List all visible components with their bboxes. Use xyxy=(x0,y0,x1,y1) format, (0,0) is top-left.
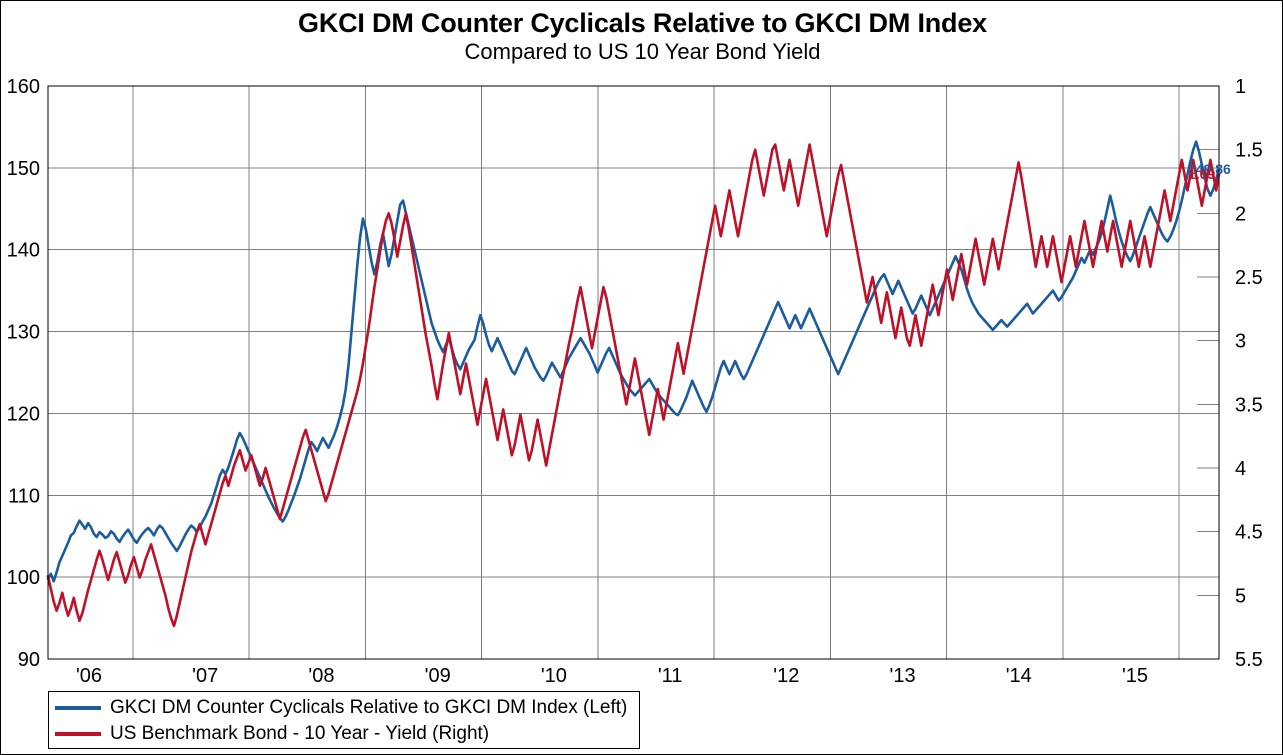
right-axis-tick-label: 5 xyxy=(1235,585,1246,607)
x-axis-tick-label: '11 xyxy=(658,665,683,687)
right-axis-tick-label: 4 xyxy=(1235,458,1246,480)
plot-border xyxy=(47,85,1220,660)
left-axis-tick-label: 120 xyxy=(7,403,40,425)
x-axis-labels: '06 '07 '08 '09 '10 '11 '12 '13 '14 '15 xyxy=(76,665,1148,687)
right-axis-tick-label: 4.5 xyxy=(1235,522,1263,544)
left-axis-tick-label: 160 xyxy=(7,76,40,98)
data-series-group xyxy=(46,140,1221,628)
right-axis-tick-label: 1 xyxy=(1235,76,1246,98)
end-label-red: 1.69 xyxy=(1188,166,1215,182)
x-axis-tick-label: '15 xyxy=(1122,665,1148,687)
legend: GKCI DM Counter Cyclicals Relative to GK… xyxy=(48,691,640,749)
x-axis-tick-label: '09 xyxy=(425,665,451,687)
chart-title: GKCI DM Counter Cyclicals Relative to GK… xyxy=(298,8,987,38)
series-line-blue xyxy=(46,140,1221,583)
legend-label-left-series: GKCI DM Counter Cyclicals Relative to GK… xyxy=(110,697,628,718)
x-axis-tick-label: '12 xyxy=(773,665,799,687)
legend-item-left-series: GKCI DM Counter Cyclicals Relative to GK… xyxy=(55,695,639,721)
x-axis-tick-label: '13 xyxy=(890,665,916,687)
right-axis-tick-label: 3 xyxy=(1235,331,1246,353)
end-label-blue: 149.86 xyxy=(1188,161,1231,177)
right-axis-tick-label: 2 xyxy=(1235,203,1246,225)
x-axis-tick-label: '07 xyxy=(192,665,218,687)
left-axis-tick-label: 90 xyxy=(18,649,40,671)
right-axis-tick-label: 1.5 xyxy=(1235,140,1263,162)
x-axis-tick-label: '14 xyxy=(1006,665,1032,687)
series-end-labels: 149.861.69 xyxy=(1188,161,1231,182)
right-axis-tick-label: 5.5 xyxy=(1235,649,1263,671)
right-axis-labels: 1 1.5 2 2.5 3 3.5 4 4.5 5 5.5 xyxy=(1235,76,1263,671)
legend-label-right-series: US Benchmark Bond - 10 Year - Yield (Rig… xyxy=(110,723,490,744)
axis-tickmarks xyxy=(1197,149,1219,596)
series-line-red xyxy=(46,143,1221,628)
legend-item-right-series: US Benchmark Bond - 10 Year - Yield (Rig… xyxy=(55,721,639,747)
right-axis-tick-label: 2.5 xyxy=(1235,267,1263,289)
chart-subtitle: Compared to US 10 Year Bond Yield xyxy=(464,39,821,64)
left-axis-tick-label: 110 xyxy=(8,485,40,507)
left-axis-tick-label: 130 xyxy=(7,322,40,344)
x-axis-tick-label: '10 xyxy=(541,665,567,687)
legend-swatch-red xyxy=(55,732,101,736)
x-axis-tick-label: '08 xyxy=(308,665,334,687)
left-axis-tick-label: 150 xyxy=(7,158,40,180)
left-axis-labels: 160 150 140 130 120 110 100 90 xyxy=(7,76,40,671)
left-axis-tick-label: 140 xyxy=(7,240,40,262)
right-axis-tick-label: 3.5 xyxy=(1235,394,1263,416)
x-axis-tick-label: '06 xyxy=(76,665,102,687)
legend-swatch-blue xyxy=(55,706,101,710)
left-axis-tick-label: 100 xyxy=(7,567,40,589)
